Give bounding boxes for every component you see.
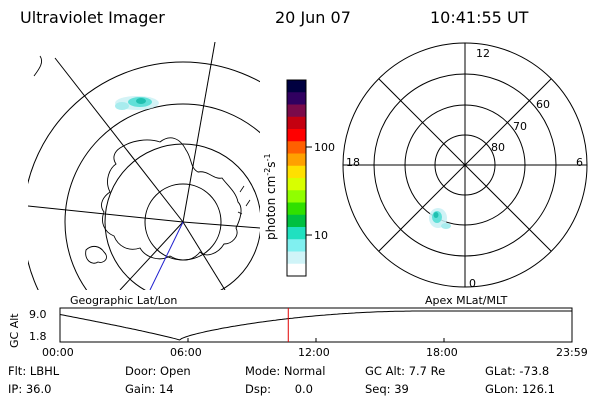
geo-meridian (182, 42, 216, 223)
mlt-label-0: 0 (469, 277, 476, 290)
geo-meridian (182, 221, 260, 229)
geo-lat-circle (28, 61, 260, 290)
footer-gain: Gain: 14 (125, 382, 174, 396)
colorbar-gradient (287, 80, 306, 277)
colorbar-band (287, 190, 306, 203)
timeline-ytick-min: 1.8 (29, 330, 47, 343)
colorbar-band (287, 239, 306, 252)
mlt-label-18: 18 (346, 156, 360, 169)
timeline-xtick-1800: 18:00 (426, 346, 458, 359)
timeline-ylabel: GC Alt (8, 313, 21, 348)
mlat-label-70: 70 (513, 120, 527, 133)
geo-meridian (28, 205, 184, 223)
timeline-xtick-0000: 00:00 (42, 346, 74, 359)
timeline-ytick-max: 9.0 (29, 308, 47, 321)
colorbar-band (287, 227, 306, 240)
colorbar-tick-10: 10 (314, 229, 328, 242)
geo-lat-circle (104, 143, 260, 290)
coastline-peninsula (85, 245, 107, 264)
footer-gc-alt: GC Alt: 7.7 Re (365, 364, 446, 378)
footer-ip: IP: 36.0 (8, 382, 52, 396)
time-label: 10:41:55 UT (430, 8, 529, 27)
geo-meridian (54, 57, 184, 223)
timeline-xtick-0600: 06:00 (170, 346, 202, 359)
geo-lat-circle (64, 103, 260, 290)
footer-door: Door: Open (125, 364, 191, 378)
mlat-label-80: 80 (491, 141, 505, 154)
timeline-xtick-2359: 23:59 (556, 346, 588, 359)
footer-dsp: Dsp: 0.0 (245, 382, 313, 396)
colorbar-band (287, 116, 306, 130)
satellite-track (149, 221, 184, 290)
colorbar-tick-100: 100 (314, 141, 335, 154)
colorbar-band (287, 165, 306, 179)
mlt-label-12: 12 (476, 47, 490, 60)
colorbar-band (287, 263, 306, 277)
timeline-frame (59, 307, 573, 343)
colorbar-band (287, 251, 306, 265)
mlat-label-60: 60 (536, 98, 550, 111)
timeline-xtick-1200: 12:00 (298, 346, 330, 359)
mlt-diagonal (378, 78, 552, 252)
colorbar-band (287, 202, 306, 216)
colorbar-band (287, 129, 306, 142)
instrument-title: Ultraviolet Imager (20, 8, 165, 27)
coastline-antarctica (101, 137, 242, 261)
coastline-islands (237, 185, 251, 215)
geographic-label: Geographic Lat/Lon (70, 294, 178, 307)
mlt-label-6: 6 (576, 156, 583, 169)
date-label: 20 Jun 07 (275, 8, 351, 27)
geo-meridian (119, 221, 184, 290)
colorbar-frame (286, 79, 307, 277)
footer-filter: Flt: LBHL (8, 364, 60, 378)
footer-seq: Seq: 39 (365, 382, 409, 396)
colorbar-band (287, 214, 306, 228)
altitude-curve (59, 310, 572, 341)
mag-aurora-emission (429, 208, 451, 229)
colorbar-band (287, 92, 306, 105)
geo-aurora-emission (115, 96, 159, 110)
colorbar-band (287, 153, 306, 167)
colorbar-band (287, 141, 306, 154)
footer-mode: Mode: Normal (245, 364, 326, 378)
colorbar-band (287, 178, 306, 191)
footer-glon: GLon: 126.1 (485, 382, 555, 396)
geo-meridian (182, 221, 226, 290)
coastline-fragment (33, 55, 43, 77)
magnetic-label: Apex MLat/MLT (425, 294, 508, 307)
colorbar-band (287, 104, 306, 118)
footer-glat: GLat: -73.8 (485, 364, 550, 378)
colorbar-band (287, 80, 306, 93)
